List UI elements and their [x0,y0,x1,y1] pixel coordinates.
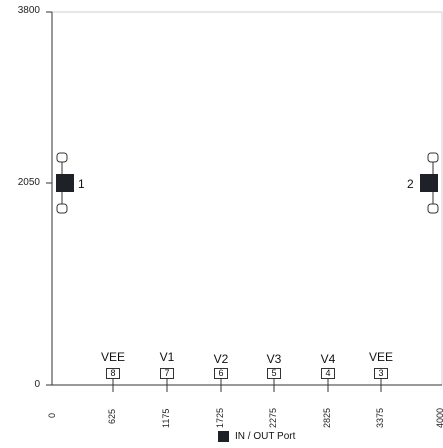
x-tick-label-1175: 1175 [161,408,171,428]
pin-name-3: V2 [213,352,229,366]
pin-num-6: 3 [374,368,388,379]
x-tick-label-625: 625 [107,408,117,424]
port-1-label: 1 [78,177,85,191]
port-2-group [420,152,439,214]
port-2-block [420,174,438,192]
port-1-bump-bottom [56,203,68,214]
pin-name-2: V1 [159,350,175,364]
pin-num-5: 4 [321,368,335,379]
pin-name-1: VEE [100,350,125,364]
y-tick-label-0: 0 [34,379,40,390]
pin-num-4: 5 [267,368,281,379]
legend-swatch [218,431,229,442]
x-tick-label-3375: 3375 [375,407,385,428]
port-1-group [56,152,74,214]
x-tick-label-0: 0 [47,412,57,418]
port-2-bump-top [427,152,439,163]
port-2-label: 2 [407,177,414,191]
pin-num-1: 8 [106,368,120,379]
port-1-bump-top [56,152,68,163]
y-tick-label-2050: 2050 [17,177,40,188]
pin-name-6: VEE [368,350,393,364]
legend-label: IN / OUT Port [235,431,296,442]
pin-name-5: V4 [320,352,336,366]
pin-name-4: V3 [266,352,282,366]
x-tick-label-2825: 2825 [322,407,332,428]
x-tick-label-2275: 2275 [268,407,278,428]
y-tick-label-3800: 3800 [17,5,40,16]
port-2-bump-bottom [427,203,439,214]
x-tick-label-4000: 4000 [435,407,443,428]
plot-frame [51,11,443,386]
port-1-block [56,174,74,192]
legend: IN / OUT Port [218,431,295,442]
pin-num-2: 7 [160,368,174,379]
x-tick-label-1725: 1725 [215,407,225,428]
pin-num-3: 6 [214,368,228,379]
